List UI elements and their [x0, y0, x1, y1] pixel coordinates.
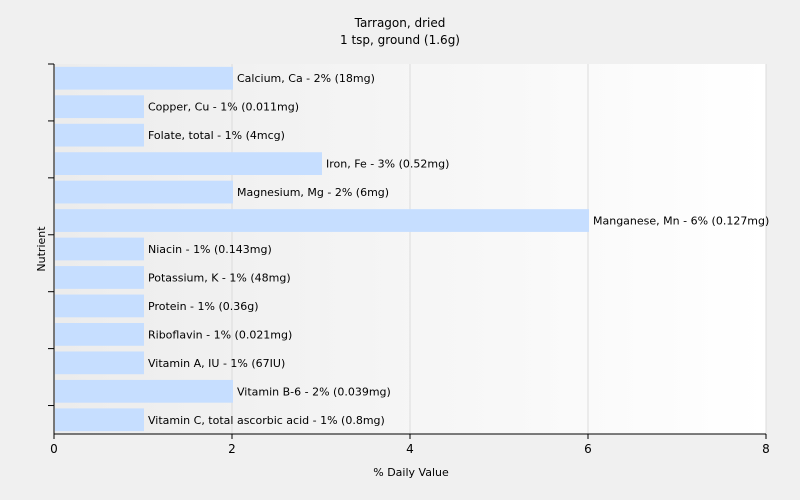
bar-data-label: Magnesium, Mg - 2% (6mg) — [237, 186, 389, 199]
x-tick-label: 4 — [406, 442, 414, 456]
bar-data-label: Folate, total - 1% (4mcg) — [148, 129, 285, 142]
bar-data-label: Calcium, Ca - 2% (18mg) — [237, 72, 375, 85]
bar — [55, 237, 144, 261]
bar-data-label: Riboflavin - 1% (0.021mg) — [148, 328, 292, 341]
y-axis-ticks — [48, 63, 54, 407]
bar — [55, 209, 589, 232]
bar — [55, 351, 144, 375]
bar-data-label: Iron, Fe - 3% (0.52mg) — [326, 158, 449, 171]
bar — [55, 323, 144, 346]
x-tick-label: 2 — [228, 442, 236, 456]
chart-subtitle: 1 tsp, ground (1.6g) — [340, 33, 460, 47]
bar-data-label: Vitamin C, total ascorbic acid - 1% (0.8… — [148, 414, 385, 427]
x-axis-label: % Daily Value — [373, 466, 449, 479]
bar-data-label: Protein - 1% (0.36g) — [148, 300, 259, 313]
bar — [55, 66, 233, 90]
x-tick-label: 8 — [762, 442, 770, 456]
bar-data-label: Potassium, K - 1% (48mg) — [148, 271, 291, 284]
bar-data-label: Vitamin A, IU - 1% (67IU) — [148, 357, 285, 370]
bar — [55, 123, 144, 147]
bar — [55, 95, 144, 119]
bars-group: Calcium, Ca - 2% (18mg) Copper, Cu - 1% (… — [55, 66, 769, 432]
bar-data-label: Niacin - 1% (0.143mg) — [148, 243, 272, 256]
x-tick-label: 6 — [584, 442, 592, 456]
grid-lines — [231, 64, 767, 434]
bar-data-label: Copper, Cu - 1% (0.011mg) — [148, 101, 299, 114]
bar — [55, 152, 322, 175]
bar — [55, 294, 144, 318]
chart-title: Tarragon, dried — [354, 16, 446, 30]
bar — [55, 266, 144, 289]
bar — [55, 379, 233, 403]
bar — [55, 408, 144, 432]
y-axis-label: Nutrient — [35, 226, 48, 272]
bar-data-label: Vitamin B-6 - 2% (0.039mg) — [237, 385, 391, 398]
x-axis-ticks: 0 2 4 6 8 — [50, 434, 770, 456]
bar — [55, 180, 233, 204]
bar-data-label: Manganese, Mn - 6% (0.127mg) — [593, 215, 769, 228]
x-tick-label: 0 — [50, 442, 58, 456]
